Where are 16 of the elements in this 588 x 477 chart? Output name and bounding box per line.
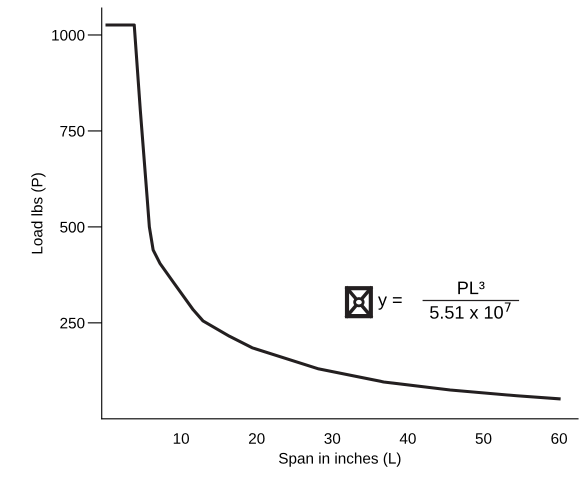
x-tick-label: 30 (324, 433, 340, 444)
line-series (105, 23, 561, 400)
annotation: 5.51 x 10$^{7}$ (430, 302, 511, 319)
x-axis-title: Span in inches (L) (278, 452, 400, 467)
annotation: y = (378, 296, 402, 310)
y-tick-label: 250 (60, 318, 84, 329)
x-tick-label: 60 (551, 433, 568, 444)
y-tick-label: 1000 (52, 30, 84, 41)
x-tick-label: 10 (174, 433, 190, 444)
y-tick-label: 750 (60, 126, 84, 137)
y-tick-label: 500 (60, 222, 84, 233)
x-tick-label: 20 (248, 433, 265, 444)
x-tick-label: 50 (476, 433, 492, 444)
annotation: PL³ (458, 282, 485, 294)
x-tick-label: 40 (400, 433, 416, 444)
y-axis-title: Load lbs (P) (31, 173, 46, 254)
